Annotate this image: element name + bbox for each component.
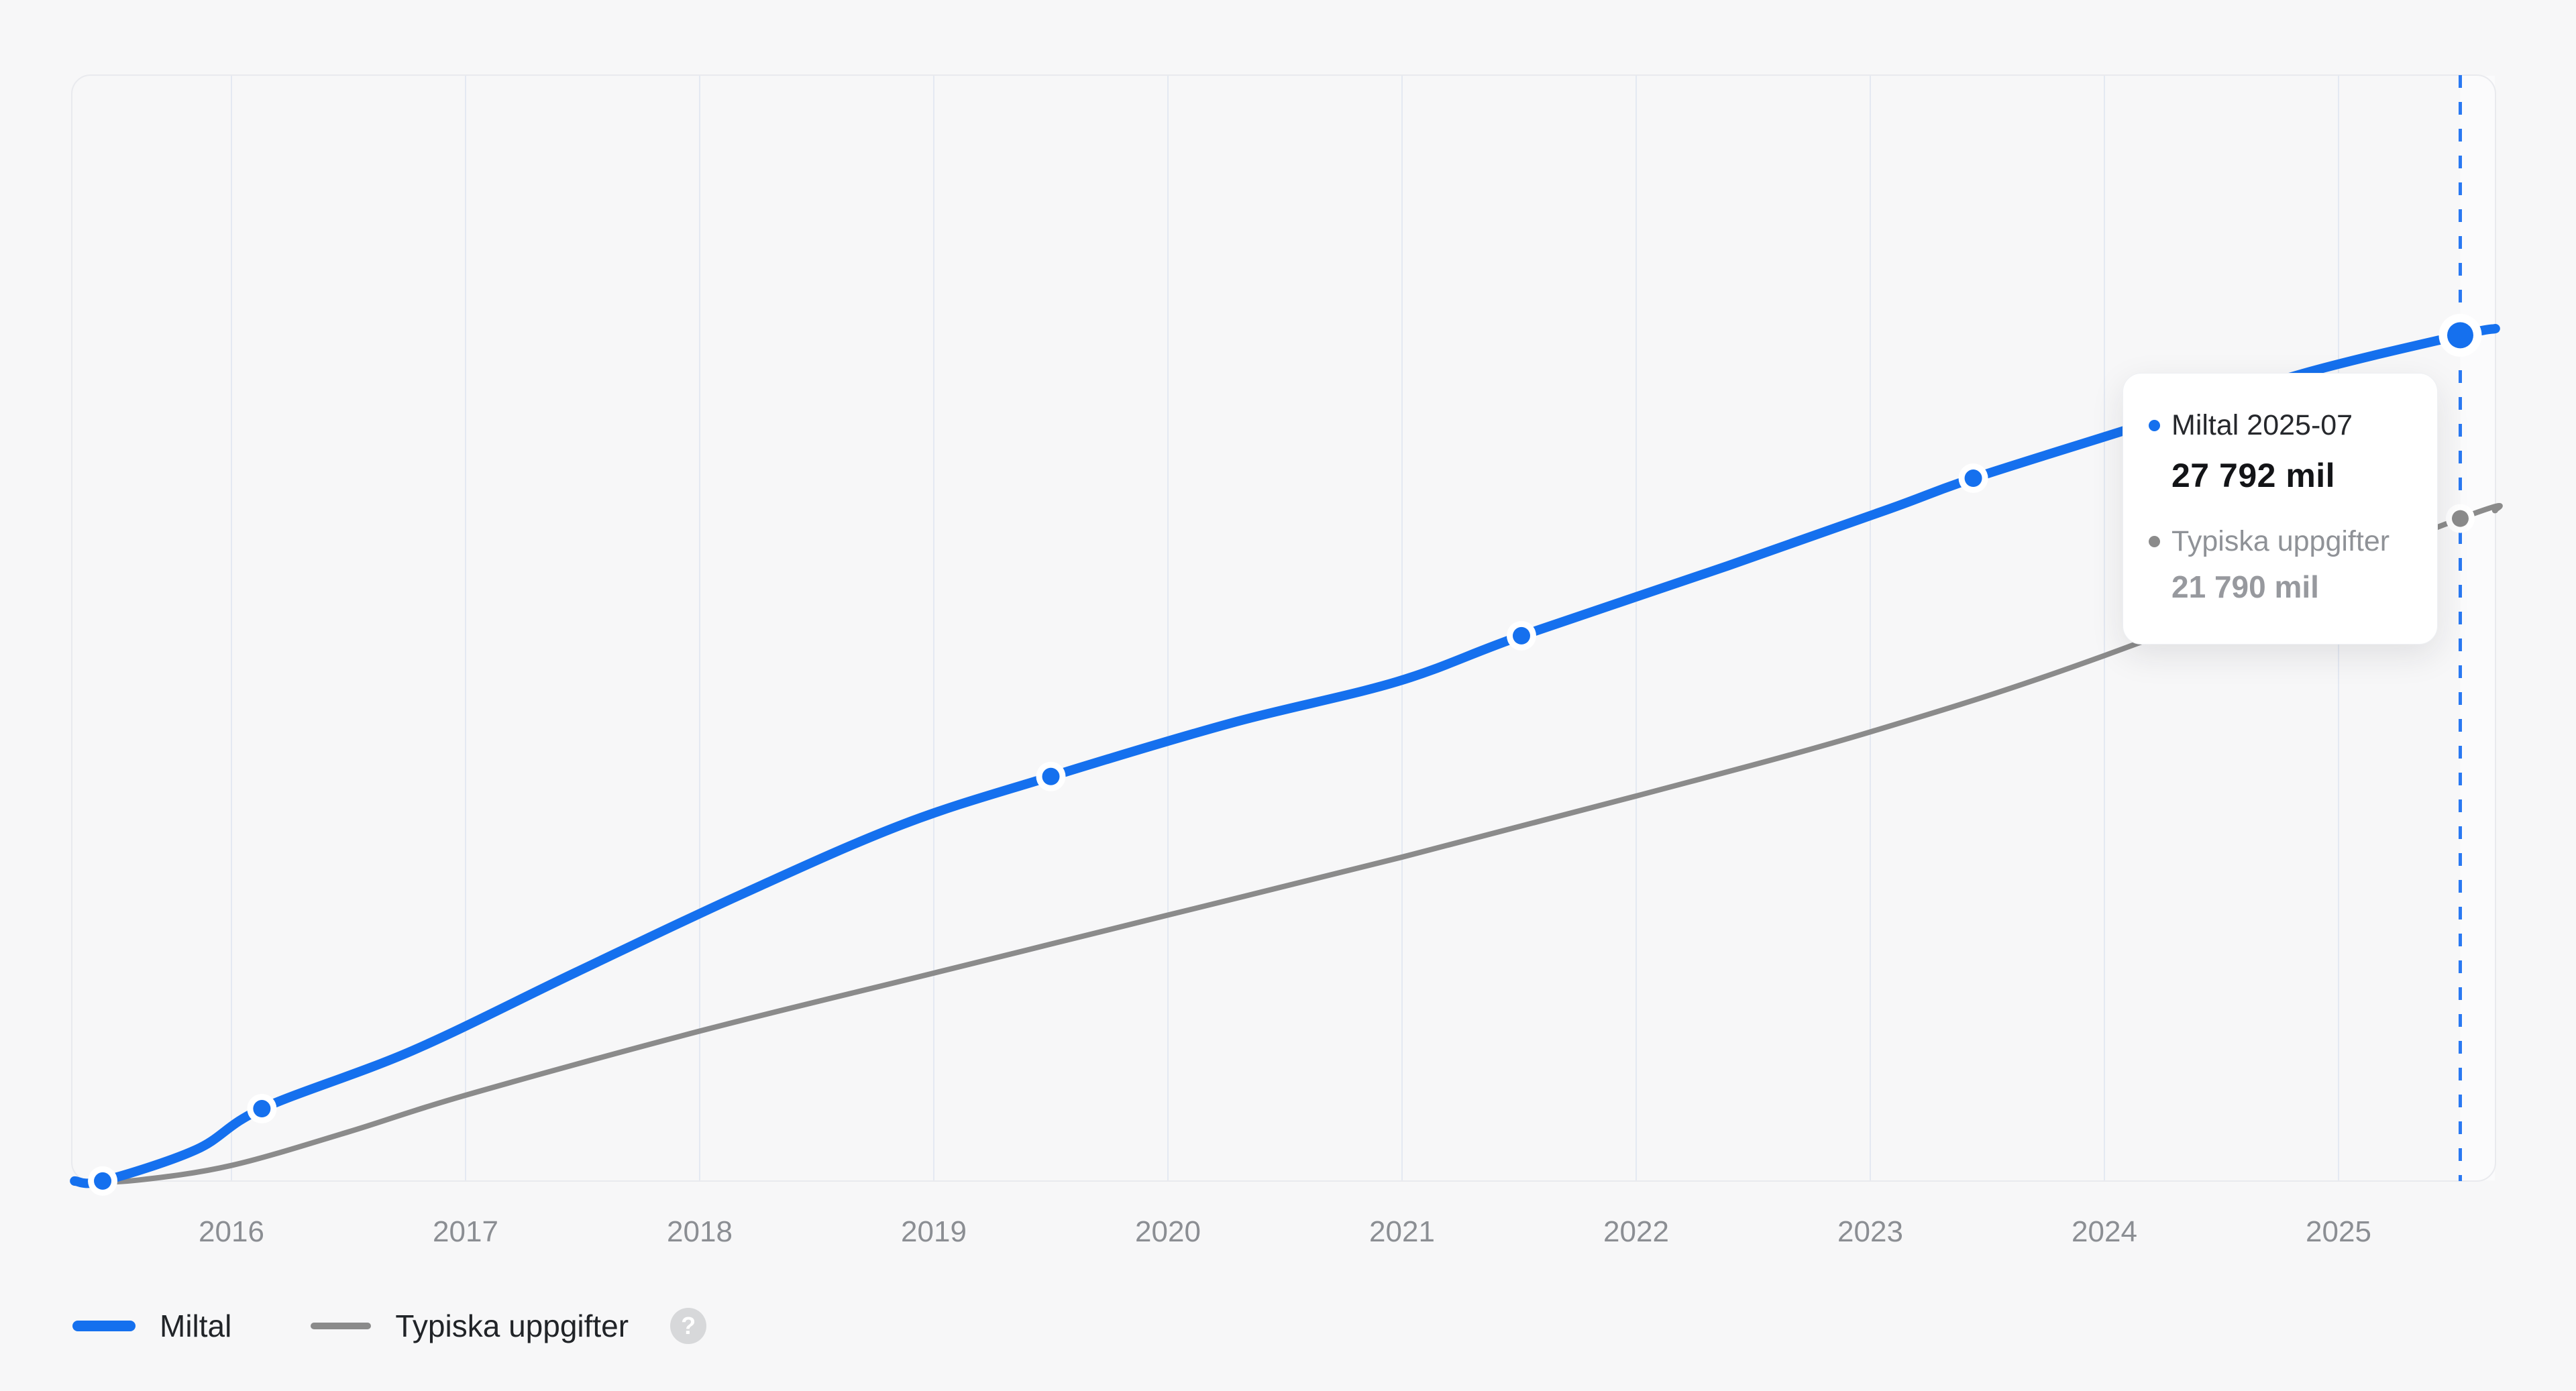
legend-item-miltal[interactable]: Miltal	[72, 1308, 231, 1344]
tooltip-series-dot-miltal	[2149, 420, 2160, 432]
tooltip-title: Miltal 2025-07	[2171, 409, 2353, 441]
x-axis-label-2021: 2021	[1369, 1215, 1435, 1248]
typiska-line-swatch	[311, 1323, 372, 1329]
tooltip-secondary-row: Typiska uppgifter	[2149, 525, 2413, 558]
miltal-data-point-3[interactable]	[1512, 626, 1530, 645]
help-icon[interactable]: ?	[670, 1308, 707, 1344]
future-band	[2460, 76, 2495, 1180]
tooltip: Miltal 2025-07 27 792 mil Typiska uppgif…	[2123, 373, 2438, 645]
x-axis-label-2022: 2022	[1603, 1215, 1669, 1248]
legend: Miltal Typiska uppgifter ?	[72, 1308, 707, 1344]
x-axis-label-2017: 2017	[433, 1215, 498, 1248]
legend-label-typiska: Typiska uppgifter	[395, 1309, 629, 1343]
x-axis-label-2019: 2019	[901, 1215, 967, 1248]
tooltip-primary-value: 27 792 mil	[2171, 457, 2336, 495]
tooltip-primary-row: Miltal 2025-07	[2149, 409, 2413, 441]
legend-label-miltal: Miltal	[160, 1309, 232, 1343]
x-axis-label-2024: 2024	[2072, 1215, 2137, 1248]
typiska-line[interactable]	[72, 502, 2503, 1186]
x-axis-label-2016: 2016	[199, 1215, 264, 1248]
miltal-data-point-0[interactable]	[94, 1172, 112, 1190]
typiska-current-point[interactable]	[2451, 510, 2469, 527]
x-axis-label-2020: 2020	[1135, 1215, 1201, 1248]
legend-item-typiska[interactable]: Typiska uppgifter ?	[311, 1308, 707, 1344]
miltal-data-point-4[interactable]	[1964, 469, 1982, 488]
tooltip-series-dot-typiska	[2149, 536, 2160, 548]
tooltip-secondary-label: Typiska uppgifter	[2171, 525, 2390, 558]
tooltip-secondary-value: 21 790 mil	[2171, 569, 2319, 604]
x-axis-label-2023: 2023	[1837, 1215, 1903, 1248]
x-axis-label-2018: 2018	[667, 1215, 733, 1248]
miltal-line-swatch	[72, 1321, 136, 1331]
miltal-data-point-1[interactable]	[253, 1100, 271, 1118]
x-axis-label-2025: 2025	[2306, 1215, 2371, 1248]
plot-border	[71, 74, 2496, 1182]
miltal-data-point-2[interactable]	[1042, 767, 1060, 785]
miltal-current-point[interactable]	[2447, 322, 2473, 349]
miltal-line[interactable]	[70, 323, 2500, 1188]
